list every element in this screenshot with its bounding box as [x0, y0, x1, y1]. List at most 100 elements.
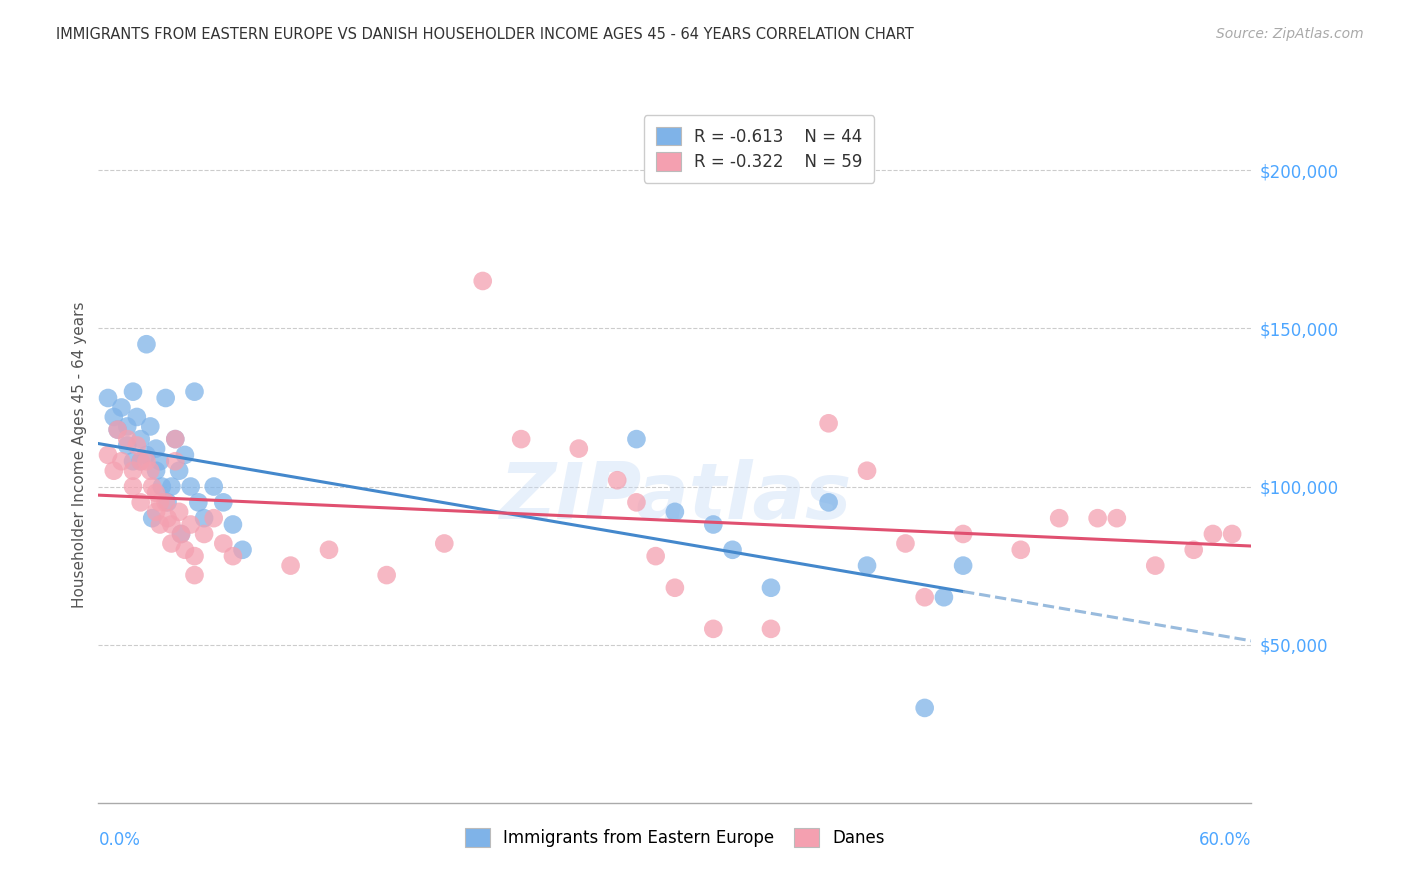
- Point: [165, 454, 187, 468]
- Point: [280, 558, 302, 573]
- Point: [212, 536, 235, 550]
- Point: [135, 337, 157, 351]
- Point: [145, 442, 167, 456]
- Point: [568, 442, 591, 456]
- Point: [180, 479, 202, 493]
- Point: [110, 401, 132, 415]
- Point: [122, 384, 145, 399]
- Point: [1010, 542, 1032, 557]
- Point: [759, 581, 782, 595]
- Point: [702, 622, 724, 636]
- Text: 0.0%: 0.0%: [98, 830, 141, 848]
- Point: [626, 432, 648, 446]
- Point: [914, 591, 936, 605]
- Point: [167, 505, 190, 519]
- Point: [129, 432, 152, 446]
- Point: [1202, 527, 1225, 541]
- Point: [141, 511, 163, 525]
- Point: [107, 423, 129, 437]
- Point: [1144, 558, 1167, 573]
- Point: [626, 495, 648, 509]
- Point: [167, 464, 190, 478]
- Point: [231, 542, 254, 557]
- Point: [856, 464, 879, 478]
- Point: [759, 622, 782, 636]
- Point: [139, 419, 162, 434]
- Point: [135, 448, 157, 462]
- Text: 60.0%: 60.0%: [1199, 830, 1251, 848]
- Point: [817, 417, 839, 431]
- Point: [129, 454, 152, 468]
- Point: [375, 568, 398, 582]
- Point: [156, 511, 179, 525]
- Point: [1182, 542, 1205, 557]
- Y-axis label: Householder Income Ages 45 - 64 years: Householder Income Ages 45 - 64 years: [72, 301, 87, 608]
- Point: [145, 486, 167, 500]
- Point: [139, 464, 162, 478]
- Point: [180, 517, 202, 532]
- Text: ZIPatlas: ZIPatlas: [499, 458, 851, 534]
- Point: [894, 536, 917, 550]
- Point: [103, 409, 125, 424]
- Point: [471, 274, 494, 288]
- Point: [160, 536, 183, 550]
- Point: [107, 423, 129, 437]
- Point: [664, 505, 686, 519]
- Point: [97, 391, 120, 405]
- Point: [155, 495, 177, 509]
- Point: [122, 479, 145, 493]
- Point: [721, 542, 744, 557]
- Point: [187, 495, 209, 509]
- Point: [174, 448, 197, 462]
- Point: [117, 432, 139, 446]
- Point: [165, 432, 187, 446]
- Point: [160, 479, 183, 493]
- Point: [103, 464, 125, 478]
- Point: [174, 542, 197, 557]
- Point: [202, 511, 225, 525]
- Point: [856, 558, 879, 573]
- Point: [110, 454, 132, 468]
- Point: [817, 495, 839, 509]
- Point: [433, 536, 456, 550]
- Point: [170, 527, 193, 541]
- Point: [1047, 511, 1070, 525]
- Point: [932, 591, 955, 605]
- Point: [97, 448, 120, 462]
- Legend: Immigrants from Eastern Europe, Danes: Immigrants from Eastern Europe, Danes: [454, 819, 896, 857]
- Point: [170, 527, 193, 541]
- Point: [193, 511, 215, 525]
- Point: [606, 473, 628, 487]
- Point: [141, 479, 163, 493]
- Point: [510, 432, 533, 446]
- Point: [125, 438, 148, 452]
- Point: [202, 479, 225, 493]
- Point: [702, 517, 724, 532]
- Point: [1220, 527, 1243, 541]
- Point: [222, 517, 245, 532]
- Point: [193, 527, 215, 541]
- Point: [129, 495, 152, 509]
- Point: [165, 432, 187, 446]
- Point: [1087, 511, 1109, 525]
- Text: IMMIGRANTS FROM EASTERN EUROPE VS DANISH HOUSEHOLDER INCOME AGES 45 - 64 YEARS C: IMMIGRANTS FROM EASTERN EUROPE VS DANISH…: [56, 27, 914, 42]
- Point: [122, 464, 145, 478]
- Point: [149, 454, 172, 468]
- Point: [149, 495, 172, 509]
- Point: [914, 701, 936, 715]
- Point: [122, 454, 145, 468]
- Point: [145, 505, 167, 519]
- Point: [952, 558, 974, 573]
- Point: [145, 464, 167, 478]
- Point: [318, 542, 340, 557]
- Point: [644, 549, 666, 563]
- Point: [117, 438, 139, 452]
- Point: [212, 495, 235, 509]
- Point: [183, 549, 205, 563]
- Point: [149, 517, 172, 532]
- Point: [183, 384, 205, 399]
- Point: [664, 581, 686, 595]
- Point: [222, 549, 245, 563]
- Point: [135, 454, 157, 468]
- Point: [183, 568, 205, 582]
